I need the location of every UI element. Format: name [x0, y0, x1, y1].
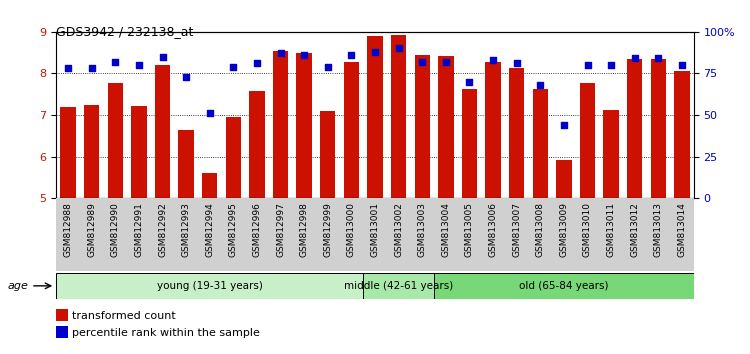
Bar [651, 59, 666, 198]
Bar [415, 55, 430, 198]
Bar [61, 107, 76, 198]
Text: GSM812989: GSM812989 [87, 202, 96, 257]
Point [605, 62, 617, 68]
Bar [226, 117, 241, 198]
Bar [363, 273, 434, 299]
Point [204, 110, 216, 116]
Point [157, 54, 169, 59]
Bar [368, 36, 382, 198]
Point [133, 62, 145, 68]
Text: transformed count: transformed count [72, 311, 176, 321]
Text: GSM813010: GSM813010 [583, 202, 592, 257]
Bar [604, 110, 619, 198]
Bar [202, 173, 217, 198]
Bar [296, 53, 312, 198]
Bar [273, 51, 288, 198]
Point [298, 52, 310, 58]
Point [440, 59, 452, 65]
Point [581, 62, 593, 68]
Text: GSM813008: GSM813008 [536, 202, 544, 257]
Point [62, 65, 74, 71]
Bar [178, 130, 194, 198]
Bar [56, 326, 68, 338]
Bar [107, 82, 123, 198]
Point [558, 122, 570, 128]
Text: middle (42-61 years): middle (42-61 years) [344, 281, 453, 291]
Text: GSM813003: GSM813003 [418, 202, 427, 257]
Text: age: age [8, 281, 28, 291]
Point [346, 52, 358, 58]
Text: GSM812997: GSM812997 [276, 202, 285, 257]
Bar [532, 89, 548, 198]
Text: GSM812998: GSM812998 [300, 202, 309, 257]
Point [487, 57, 499, 63]
Point [322, 64, 334, 70]
Text: GSM813004: GSM813004 [441, 202, 450, 257]
Text: GSM812994: GSM812994 [206, 202, 214, 257]
Text: GDS3942 / 232138_at: GDS3942 / 232138_at [56, 25, 194, 38]
Bar [344, 62, 359, 198]
Point [416, 59, 428, 65]
Point [511, 61, 523, 66]
Point [628, 56, 640, 61]
Text: old (65-84 years): old (65-84 years) [519, 281, 609, 291]
Bar [56, 198, 694, 271]
Text: GSM813000: GSM813000 [347, 202, 356, 257]
Text: GSM812991: GSM812991 [134, 202, 143, 257]
Bar [485, 62, 501, 198]
Bar [627, 59, 643, 198]
Point [676, 62, 688, 68]
Text: GSM812993: GSM812993 [182, 202, 190, 257]
Bar [438, 56, 454, 198]
Text: GSM812995: GSM812995 [229, 202, 238, 257]
Bar [131, 106, 146, 198]
Bar [556, 160, 572, 198]
Text: percentile rank within the sample: percentile rank within the sample [72, 329, 260, 338]
Point [110, 59, 122, 65]
Bar [674, 72, 689, 198]
Text: GSM812992: GSM812992 [158, 202, 167, 257]
Bar [434, 273, 694, 299]
Text: GSM813001: GSM813001 [370, 202, 380, 257]
Point [227, 64, 239, 70]
Text: GSM813006: GSM813006 [488, 202, 497, 257]
Bar [56, 273, 363, 299]
Text: GSM813009: GSM813009 [560, 202, 568, 257]
Bar [154, 65, 170, 198]
Point [369, 49, 381, 55]
Text: young (19-31 years): young (19-31 years) [157, 281, 262, 291]
Text: GSM812988: GSM812988 [64, 202, 73, 257]
Point [274, 51, 286, 56]
Bar [56, 309, 68, 321]
Point [86, 65, 98, 71]
Bar [391, 35, 406, 198]
Text: GSM813005: GSM813005 [465, 202, 474, 257]
Text: GSM812996: GSM812996 [253, 202, 262, 257]
Text: GSM813012: GSM813012 [630, 202, 639, 257]
Point [180, 74, 192, 80]
Bar [84, 105, 99, 198]
Point [534, 82, 546, 88]
Text: GSM813014: GSM813014 [677, 202, 686, 257]
Text: GSM813013: GSM813013 [654, 202, 663, 257]
Bar [462, 89, 477, 198]
Text: GSM813007: GSM813007 [512, 202, 521, 257]
Bar [509, 68, 524, 198]
Text: GSM812999: GSM812999 [323, 202, 332, 257]
Bar [320, 111, 335, 198]
Point [652, 56, 664, 61]
Text: GSM813002: GSM813002 [394, 202, 403, 257]
Bar [580, 82, 596, 198]
Text: GSM812990: GSM812990 [111, 202, 120, 257]
Point [464, 79, 476, 85]
Point [392, 46, 404, 51]
Point [251, 61, 263, 66]
Bar [249, 91, 265, 198]
Text: GSM813011: GSM813011 [607, 202, 616, 257]
